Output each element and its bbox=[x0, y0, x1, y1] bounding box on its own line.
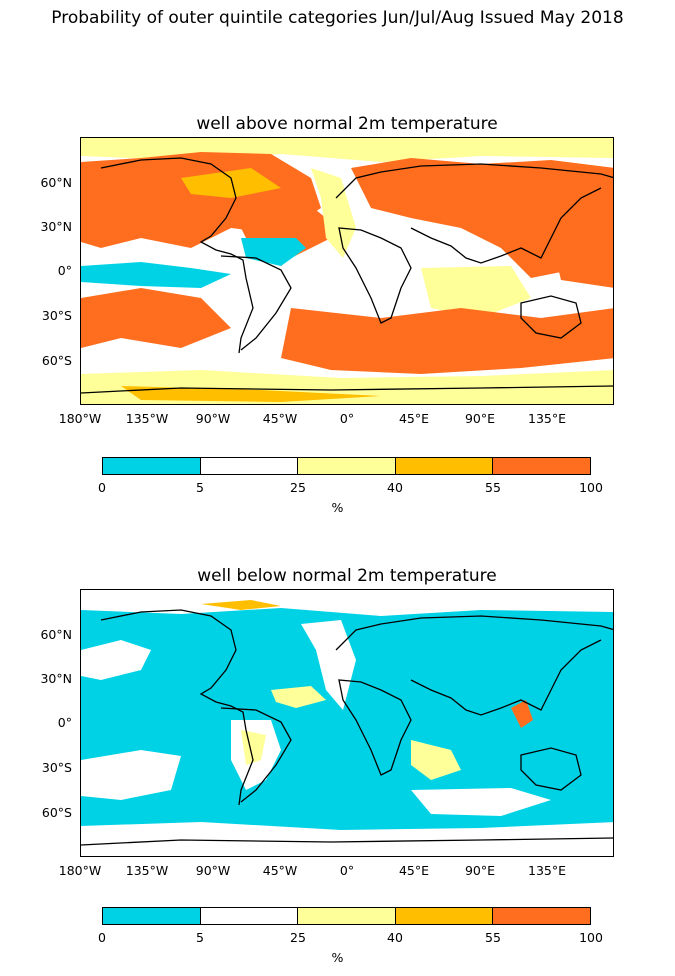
coast-americas bbox=[100, 609, 254, 806]
colorbar-unit-above: % bbox=[331, 500, 344, 515]
xtick-180w-above: 180°W bbox=[58, 411, 102, 426]
colorbar-tick: 0 bbox=[98, 480, 106, 495]
region-antarctic-amber bbox=[121, 386, 381, 402]
ytick-60n-above: 60°N bbox=[40, 175, 72, 190]
region-east-asia-orange bbox=[511, 700, 533, 728]
colorbar-tick: 55 bbox=[485, 480, 501, 495]
colorbar-unit-below: % bbox=[331, 950, 344, 965]
map-below-normal bbox=[80, 589, 614, 857]
ytick-60s-above: 60°S bbox=[41, 353, 72, 368]
xtick-135e-above: 135°E bbox=[527, 411, 567, 426]
xtick-45e-above: 45°E bbox=[398, 411, 430, 426]
coast-australia bbox=[520, 747, 582, 791]
colorbar-below bbox=[102, 907, 591, 925]
coast-africa bbox=[338, 227, 412, 324]
region-africa-yellow bbox=[411, 740, 461, 780]
ytick-0-above: 0° bbox=[57, 263, 72, 278]
figure-title: Probability of outer quintile categories… bbox=[51, 8, 624, 28]
colorbar-bin-55-100 bbox=[493, 458, 590, 474]
map-below-svg bbox=[81, 590, 613, 856]
coastlines-below bbox=[81, 609, 613, 846]
coast-antarctica bbox=[81, 385, 613, 394]
xtick-0-above: 0° bbox=[339, 411, 355, 426]
colorbar-tick: 40 bbox=[387, 930, 403, 945]
coast-antarctica bbox=[81, 837, 613, 846]
colorbar-tick: 25 bbox=[290, 480, 306, 495]
panel-title-below: well below normal 2m temperature bbox=[197, 566, 497, 586]
ytick-60n-below: 60°N bbox=[40, 627, 72, 642]
colorbar-tick: 5 bbox=[196, 480, 204, 495]
coastlines-above bbox=[81, 157, 613, 394]
xtick-90e-below: 90°E bbox=[464, 863, 496, 878]
region-eurasia-orange bbox=[351, 158, 613, 278]
ytick-0-below: 0° bbox=[57, 715, 72, 730]
coast-americas bbox=[100, 157, 254, 354]
xtick-0-below: 0° bbox=[339, 863, 355, 878]
region-west-pacific-orange bbox=[551, 234, 613, 288]
xtick-90e-above: 90°E bbox=[464, 411, 496, 426]
xtick-90w-below: 90°W bbox=[195, 863, 231, 878]
colorbar-bin-5-25 bbox=[200, 458, 299, 474]
xtick-45e-below: 45°E bbox=[398, 863, 430, 878]
region-south-pacific-white bbox=[81, 750, 181, 800]
colorbar-bin-25-40 bbox=[298, 908, 396, 924]
colorbar-tick: 55 bbox=[485, 930, 501, 945]
map-above-svg bbox=[81, 138, 613, 404]
colorbar-bin-25-40 bbox=[298, 458, 396, 474]
coast-south-america bbox=[220, 255, 292, 351]
region-indian-yellow bbox=[421, 266, 531, 318]
xtick-90w-above: 90°W bbox=[195, 411, 231, 426]
colorbar-tick: 100 bbox=[579, 480, 603, 495]
ytick-30n-below: 30°N bbox=[40, 671, 72, 686]
coast-africa bbox=[338, 679, 412, 776]
ytick-30s-above: 30°S bbox=[41, 308, 72, 323]
map-above-normal bbox=[80, 137, 614, 405]
map-background bbox=[81, 590, 613, 856]
xtick-180w-below: 180°W bbox=[58, 863, 102, 878]
region-north-pacific-white bbox=[81, 640, 151, 680]
colorbar-tick: 25 bbox=[290, 930, 306, 945]
ytick-30s-below: 30°S bbox=[41, 760, 72, 775]
colorbar-bin-40-55 bbox=[395, 908, 494, 924]
coast-eurasia-north bbox=[335, 163, 613, 199]
colorbar-tick: 0 bbox=[98, 930, 106, 945]
xtick-135w-below: 135°W bbox=[125, 863, 169, 878]
region-tropical-cyan bbox=[81, 262, 231, 288]
colorbar-bin-5-25 bbox=[200, 908, 299, 924]
xtick-45w-above: 45°W bbox=[262, 411, 298, 426]
xtick-135e-below: 135°E bbox=[527, 863, 567, 878]
region-arctic-white bbox=[81, 590, 613, 616]
region-south-america-yellow bbox=[241, 730, 266, 765]
region-mid-atlantic-amber bbox=[181, 168, 281, 198]
panel-title-above: well above normal 2m temperature bbox=[196, 114, 498, 134]
colorbar-bin-0-5 bbox=[103, 908, 201, 924]
region-atlantic-yellow bbox=[311, 168, 356, 258]
ytick-60s-below: 60°S bbox=[41, 805, 72, 820]
coast-asia-south bbox=[410, 639, 602, 716]
ytick-30n-above: 30°N bbox=[40, 219, 72, 234]
region-antarctic-white bbox=[81, 822, 613, 856]
coast-asia-south bbox=[410, 187, 602, 264]
colorbar-above bbox=[102, 457, 591, 475]
region-south-indian-white bbox=[411, 788, 551, 816]
coast-eurasia-north bbox=[335, 615, 613, 651]
colorbar-tick: 40 bbox=[387, 480, 403, 495]
xtick-45w-below: 45°W bbox=[262, 863, 298, 878]
colorbar-tick: 5 bbox=[196, 930, 204, 945]
colorbar-tick: 100 bbox=[579, 930, 603, 945]
region-southern-orange bbox=[81, 288, 231, 348]
colorbar-bin-55-100 bbox=[493, 908, 590, 924]
coast-australia bbox=[520, 295, 582, 339]
colorbar-bin-40-55 bbox=[395, 458, 494, 474]
region-south-atlantic-orange bbox=[281, 308, 613, 374]
region-arctic-amber bbox=[201, 600, 281, 610]
xtick-135w-above: 135°W bbox=[125, 411, 169, 426]
region-tropical-atlantic-yellow bbox=[271, 686, 326, 708]
coast-south-america bbox=[220, 707, 292, 803]
colorbar-bin-0-5 bbox=[103, 458, 201, 474]
region-north-atlantic-white bbox=[301, 620, 356, 710]
